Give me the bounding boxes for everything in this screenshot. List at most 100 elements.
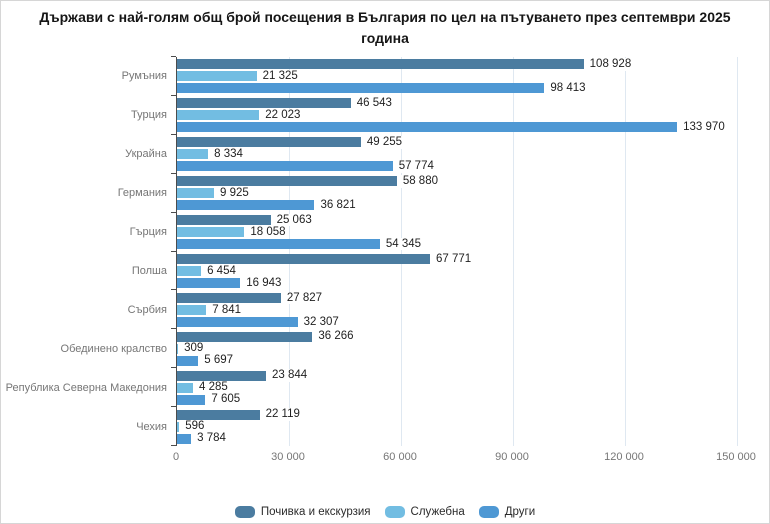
- bar: [177, 253, 430, 264]
- bar-row: 5 697: [177, 354, 737, 368]
- category-label: Германия: [117, 187, 167, 200]
- legend-swatch: [234, 506, 255, 518]
- category-label: Турция: [131, 109, 167, 122]
- bar: [177, 188, 215, 199]
- bar-row: 27 827: [177, 291, 737, 305]
- bar-row: 46 543: [177, 97, 737, 110]
- bar-value-label: 32 307: [301, 315, 341, 329]
- bar-group: Република Северна Македония 23 844 4 285 7 …: [6, 367, 737, 407]
- bar-group: Германия 58 880 9 925 36 821: [118, 172, 737, 213]
- bar-row: 22 119: [177, 408, 737, 421]
- bar-value-label: 54 345: [383, 237, 424, 251]
- bar: [177, 421, 180, 432]
- gridline: [625, 57, 626, 446]
- category-label: Република Северна Македония: [5, 381, 167, 394]
- bar-value-label: 23 844: [270, 369, 310, 383]
- bar-row: 7 841: [177, 303, 737, 317]
- category-label: Чехия: [136, 420, 167, 433]
- bar-group: Турция 46 543 22 023 133 970: [131, 94, 737, 135]
- bar-row: 22 023: [177, 109, 737, 122]
- bar-group: Чехия 22 119 596 3 784: [136, 406, 737, 446]
- bar-value-label: 49 255: [364, 135, 405, 149]
- x-tick-label: 0: [172, 451, 180, 463]
- bar-value-label: 22 119: [263, 408, 302, 421]
- y-axis-tick: [171, 445, 176, 446]
- bar: [177, 277, 241, 288]
- legend-label: Почивка и екскурзия: [260, 506, 371, 518]
- x-tick-label: 60 000: [383, 451, 417, 463]
- bar-value-label: 22 023: [263, 109, 303, 122]
- bar-row: 18 058: [177, 225, 737, 239]
- bar: [177, 110, 260, 121]
- legend: Почивка и екскурзия Служебна Други: [0, 506, 770, 518]
- bar: [177, 265, 202, 276]
- bar-row: 57 774: [177, 159, 737, 173]
- bar: [177, 215, 271, 226]
- bar: [177, 161, 393, 172]
- bar-value-label: 6 454: [205, 264, 238, 278]
- bar-value-label: 36 821: [318, 198, 358, 212]
- x-tick-label: 150 000: [716, 451, 756, 463]
- plot-area: Румъния 108 928 21 325 98 413 Турция 46 543 22…: [6, 56, 738, 446]
- bar-value-label: 596: [183, 420, 207, 433]
- legend-item: Други: [478, 506, 535, 518]
- bar-row: 23 844: [177, 369, 737, 383]
- bar-row: 21 325: [177, 70, 737, 83]
- bar-value-label: 58 880: [400, 174, 440, 188]
- bar-value-label: 309: [182, 342, 206, 356]
- bar: [177, 331, 313, 342]
- bar: [177, 227, 245, 238]
- bar-group: Полша 67 771 6 454 16 943: [132, 250, 737, 291]
- category-label: Полша: [131, 264, 167, 277]
- chart-title: Държави с най-голям общ брой посещения в…: [39, 9, 731, 46]
- category-label: Обединено кралство: [60, 342, 167, 355]
- bar-value-label: 108 928: [587, 58, 634, 71]
- bar-value-label: 3 784: [195, 432, 228, 445]
- bar-row: 9 925: [177, 186, 737, 200]
- bar: [177, 176, 397, 187]
- bar: [177, 343, 179, 354]
- bar-value-label: 133 970: [681, 121, 727, 134]
- bar-row: 49 255: [177, 135, 737, 149]
- bar-group: Обединено кралство 36 266 309 5 697: [61, 328, 737, 368]
- gridline: [401, 57, 402, 446]
- x-tick-label: 90 000: [495, 451, 529, 463]
- legend-item: Служебна: [384, 506, 465, 518]
- bar-group: Гърция 25 063 18 058 54 345: [130, 211, 737, 252]
- bar: [177, 149, 209, 160]
- bar: [177, 433, 192, 444]
- x-tick-label: 30 000: [271, 451, 305, 463]
- bar-value-label: 98 413: [548, 82, 588, 95]
- bar: [177, 394, 206, 405]
- bar: [177, 137, 361, 148]
- bar-value-label: 36 266: [316, 330, 356, 344]
- gridline: [513, 57, 514, 446]
- bar: [177, 83, 545, 94]
- gridline: [737, 57, 738, 446]
- bar: [177, 71, 257, 82]
- bar-row: 54 345: [177, 237, 737, 251]
- bar: [177, 355, 199, 366]
- bar-row: 58 880: [177, 174, 737, 188]
- bar-row: 7 605: [177, 393, 737, 407]
- bar-row: 25 063: [177, 213, 737, 227]
- category-label: Сърбия: [127, 303, 167, 316]
- x-axis: 0 30 000 60 000 90 000 120 000 150 000: [172, 451, 756, 466]
- bar-value-label: 9 925: [218, 186, 251, 200]
- bar-value-label: 67 771: [434, 252, 474, 266]
- bar-value-label: 57 774: [396, 159, 436, 173]
- bar-value-label: 46 543: [354, 97, 394, 110]
- bar: [177, 59, 584, 70]
- bar-group: Сърбия 27 827 7 841 32 307: [128, 289, 737, 329]
- bar-row: 36 821: [177, 198, 737, 212]
- bar: [177, 98, 351, 109]
- legend-swatch: [384, 506, 405, 518]
- bar: [177, 409, 260, 420]
- bar-value-label: 16 943: [244, 276, 284, 290]
- bar-row: 16 943: [177, 276, 737, 290]
- category-label: Гърция: [129, 226, 167, 239]
- bar: [177, 292, 281, 303]
- bar-value-label: 4 285: [196, 381, 230, 395]
- bar-value-label: 7 841: [210, 303, 244, 317]
- bar-value-label: 21 325: [260, 70, 300, 83]
